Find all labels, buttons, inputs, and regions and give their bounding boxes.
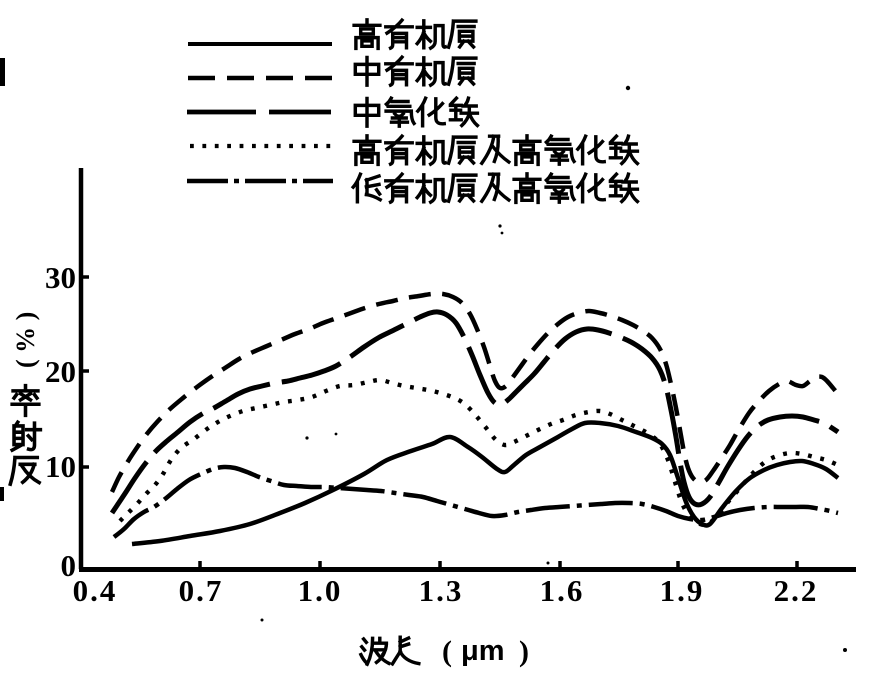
svg-text:0: 0 [61,548,77,583]
svg-text:1.6: 1.6 [540,573,585,608]
svg-text:1.3: 1.3 [419,573,464,608]
svg-text:( % ): ( % ) [11,312,40,368]
svg-text:30: 30 [45,260,76,295]
svg-text:2.2: 2.2 [774,573,819,608]
svg-text:1.0: 1.0 [298,573,343,608]
svg-text:1.9: 1.9 [660,573,705,608]
svg-text:): ) [519,635,529,668]
svg-text:0.4: 0.4 [73,573,118,608]
svg-text:(: ( [442,635,452,668]
svg-text:20: 20 [45,354,76,389]
svg-text:10: 10 [45,449,76,484]
svg-text:0.7: 0.7 [179,573,224,608]
svg-text:μm: μm [461,635,505,667]
